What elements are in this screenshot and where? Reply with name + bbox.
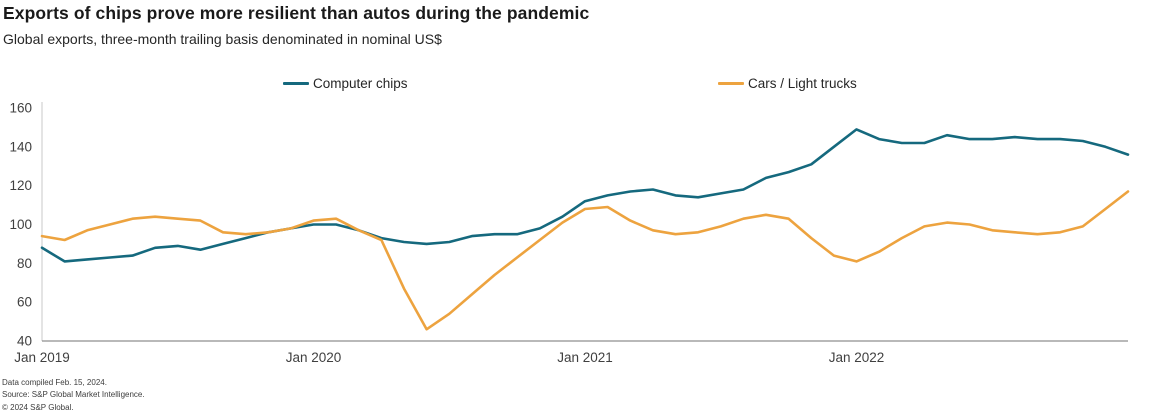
y-axis-tick-label: 120	[9, 178, 32, 193]
legend-swatch-cars-light-trucks-icon	[718, 81, 744, 85]
x-axis-tick-label: Jan 2022	[829, 350, 885, 365]
chart-footer: Data compiled Feb. 15, 2024. Source: S&P…	[2, 377, 145, 414]
y-axis-tick-label: 40	[17, 334, 32, 349]
legend-label-cars-light-trucks: Cars / Light trucks	[748, 75, 857, 91]
y-axis-tick-label: 160	[9, 101, 32, 116]
legend-item-computer-chips: Computer chips	[283, 73, 408, 93]
x-axis-tick-label: Jan 2019	[14, 350, 70, 365]
legend-swatch-computer-chips-icon	[283, 81, 309, 85]
x-axis-tick-label: Jan 2020	[286, 350, 342, 365]
series-line-computer-chips	[40, 128, 1130, 263]
footer-compiled-date: Data compiled Feb. 15, 2024.	[2, 378, 107, 387]
series-line-cars-light-trucks	[40, 190, 1130, 331]
chart-title: Exports of chips prove more resilient th…	[3, 3, 590, 23]
y-axis-tick-label: 140	[9, 139, 32, 154]
footer-source: Source: S&P Global Market Intelligence.	[2, 390, 145, 400]
footer-copyright: © 2024 S&P Global.	[2, 402, 74, 412]
legend-label-computer-chips: Computer chips	[313, 75, 408, 91]
chart-subtitle: Global exports, three-month trailing bas…	[3, 31, 442, 47]
x-axis-tick-label: Jan 2021	[557, 350, 613, 365]
legend-item-cars-light-trucks: Cars / Light trucks	[718, 73, 857, 93]
y-axis-tick-label: 60	[17, 295, 32, 310]
y-axis-tick-label: 100	[9, 217, 32, 232]
line-chart: 40 60 80 100 120 140 160 Jan 2019 Jan 2020 Jan 20…	[0, 100, 1161, 375]
line-chart-svg: 40 60 80 100 120 140 160 Jan 2019 Jan 2020 Jan 20…	[9, 101, 1130, 365]
y-axis-tick-label: 80	[17, 256, 32, 271]
legend: Computer chips Cars / Light trucks	[0, 73, 1161, 93]
